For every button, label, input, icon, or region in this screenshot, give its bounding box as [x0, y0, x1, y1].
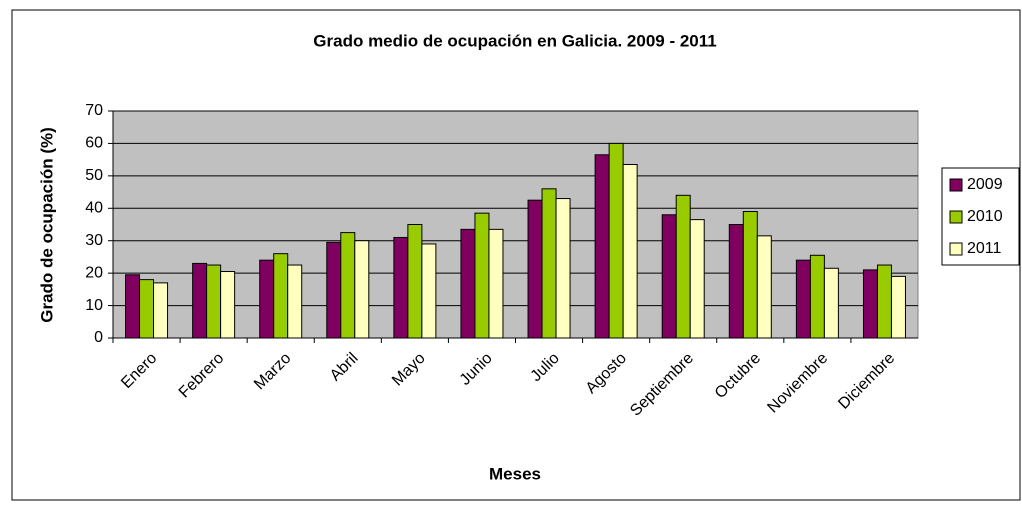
legend-swatch [949, 210, 963, 224]
x-axis-title: Meses [489, 464, 541, 483]
bar [273, 253, 289, 339]
bar [407, 224, 423, 339]
legend-label: 2011 [967, 240, 1002, 257]
bar [421, 243, 437, 339]
bar [460, 228, 476, 339]
bar [474, 212, 490, 339]
chart-title: Grado medio de ocupación en Galicia. 200… [313, 31, 716, 50]
bar [340, 232, 356, 339]
bar [890, 275, 906, 339]
bar [125, 274, 141, 339]
bar [876, 264, 892, 339]
bar [287, 264, 303, 339]
y-tick-label: 70 [85, 102, 103, 119]
bar [541, 188, 557, 339]
y-tick-label: 60 [85, 135, 103, 152]
bar [622, 164, 638, 339]
bar [661, 214, 677, 339]
plot-area [112, 110, 919, 339]
bar [742, 211, 758, 339]
bar [809, 254, 825, 339]
legend-label: 2009 [967, 176, 1003, 193]
bar [756, 235, 772, 339]
bar [259, 259, 275, 339]
bar [823, 267, 839, 339]
bar [139, 279, 155, 339]
bar [326, 241, 342, 339]
bar [795, 259, 811, 339]
bar [393, 236, 409, 339]
bar [192, 262, 208, 339]
y-tick-label: 40 [85, 200, 103, 217]
bar [220, 271, 236, 339]
bar [555, 198, 571, 339]
legend-swatch [949, 178, 963, 192]
bar [689, 219, 705, 339]
bar [354, 240, 370, 339]
bar [206, 264, 222, 339]
y-axis-title: Grado de ocupación (%) [37, 127, 56, 323]
bar [862, 269, 878, 339]
legend-swatch [949, 242, 963, 256]
bar [675, 194, 691, 339]
y-tick-label: 20 [85, 264, 103, 281]
bar [728, 224, 744, 339]
bar [594, 154, 610, 339]
y-tick-label: 30 [85, 232, 103, 249]
bar [153, 282, 169, 339]
y-tick-label: 50 [85, 167, 103, 184]
bar [527, 199, 543, 339]
legend-label: 2010 [967, 208, 1003, 225]
y-tick-label: 0 [94, 329, 103, 346]
y-tick-label: 10 [85, 297, 103, 314]
bar [608, 142, 624, 339]
bar [488, 228, 504, 339]
